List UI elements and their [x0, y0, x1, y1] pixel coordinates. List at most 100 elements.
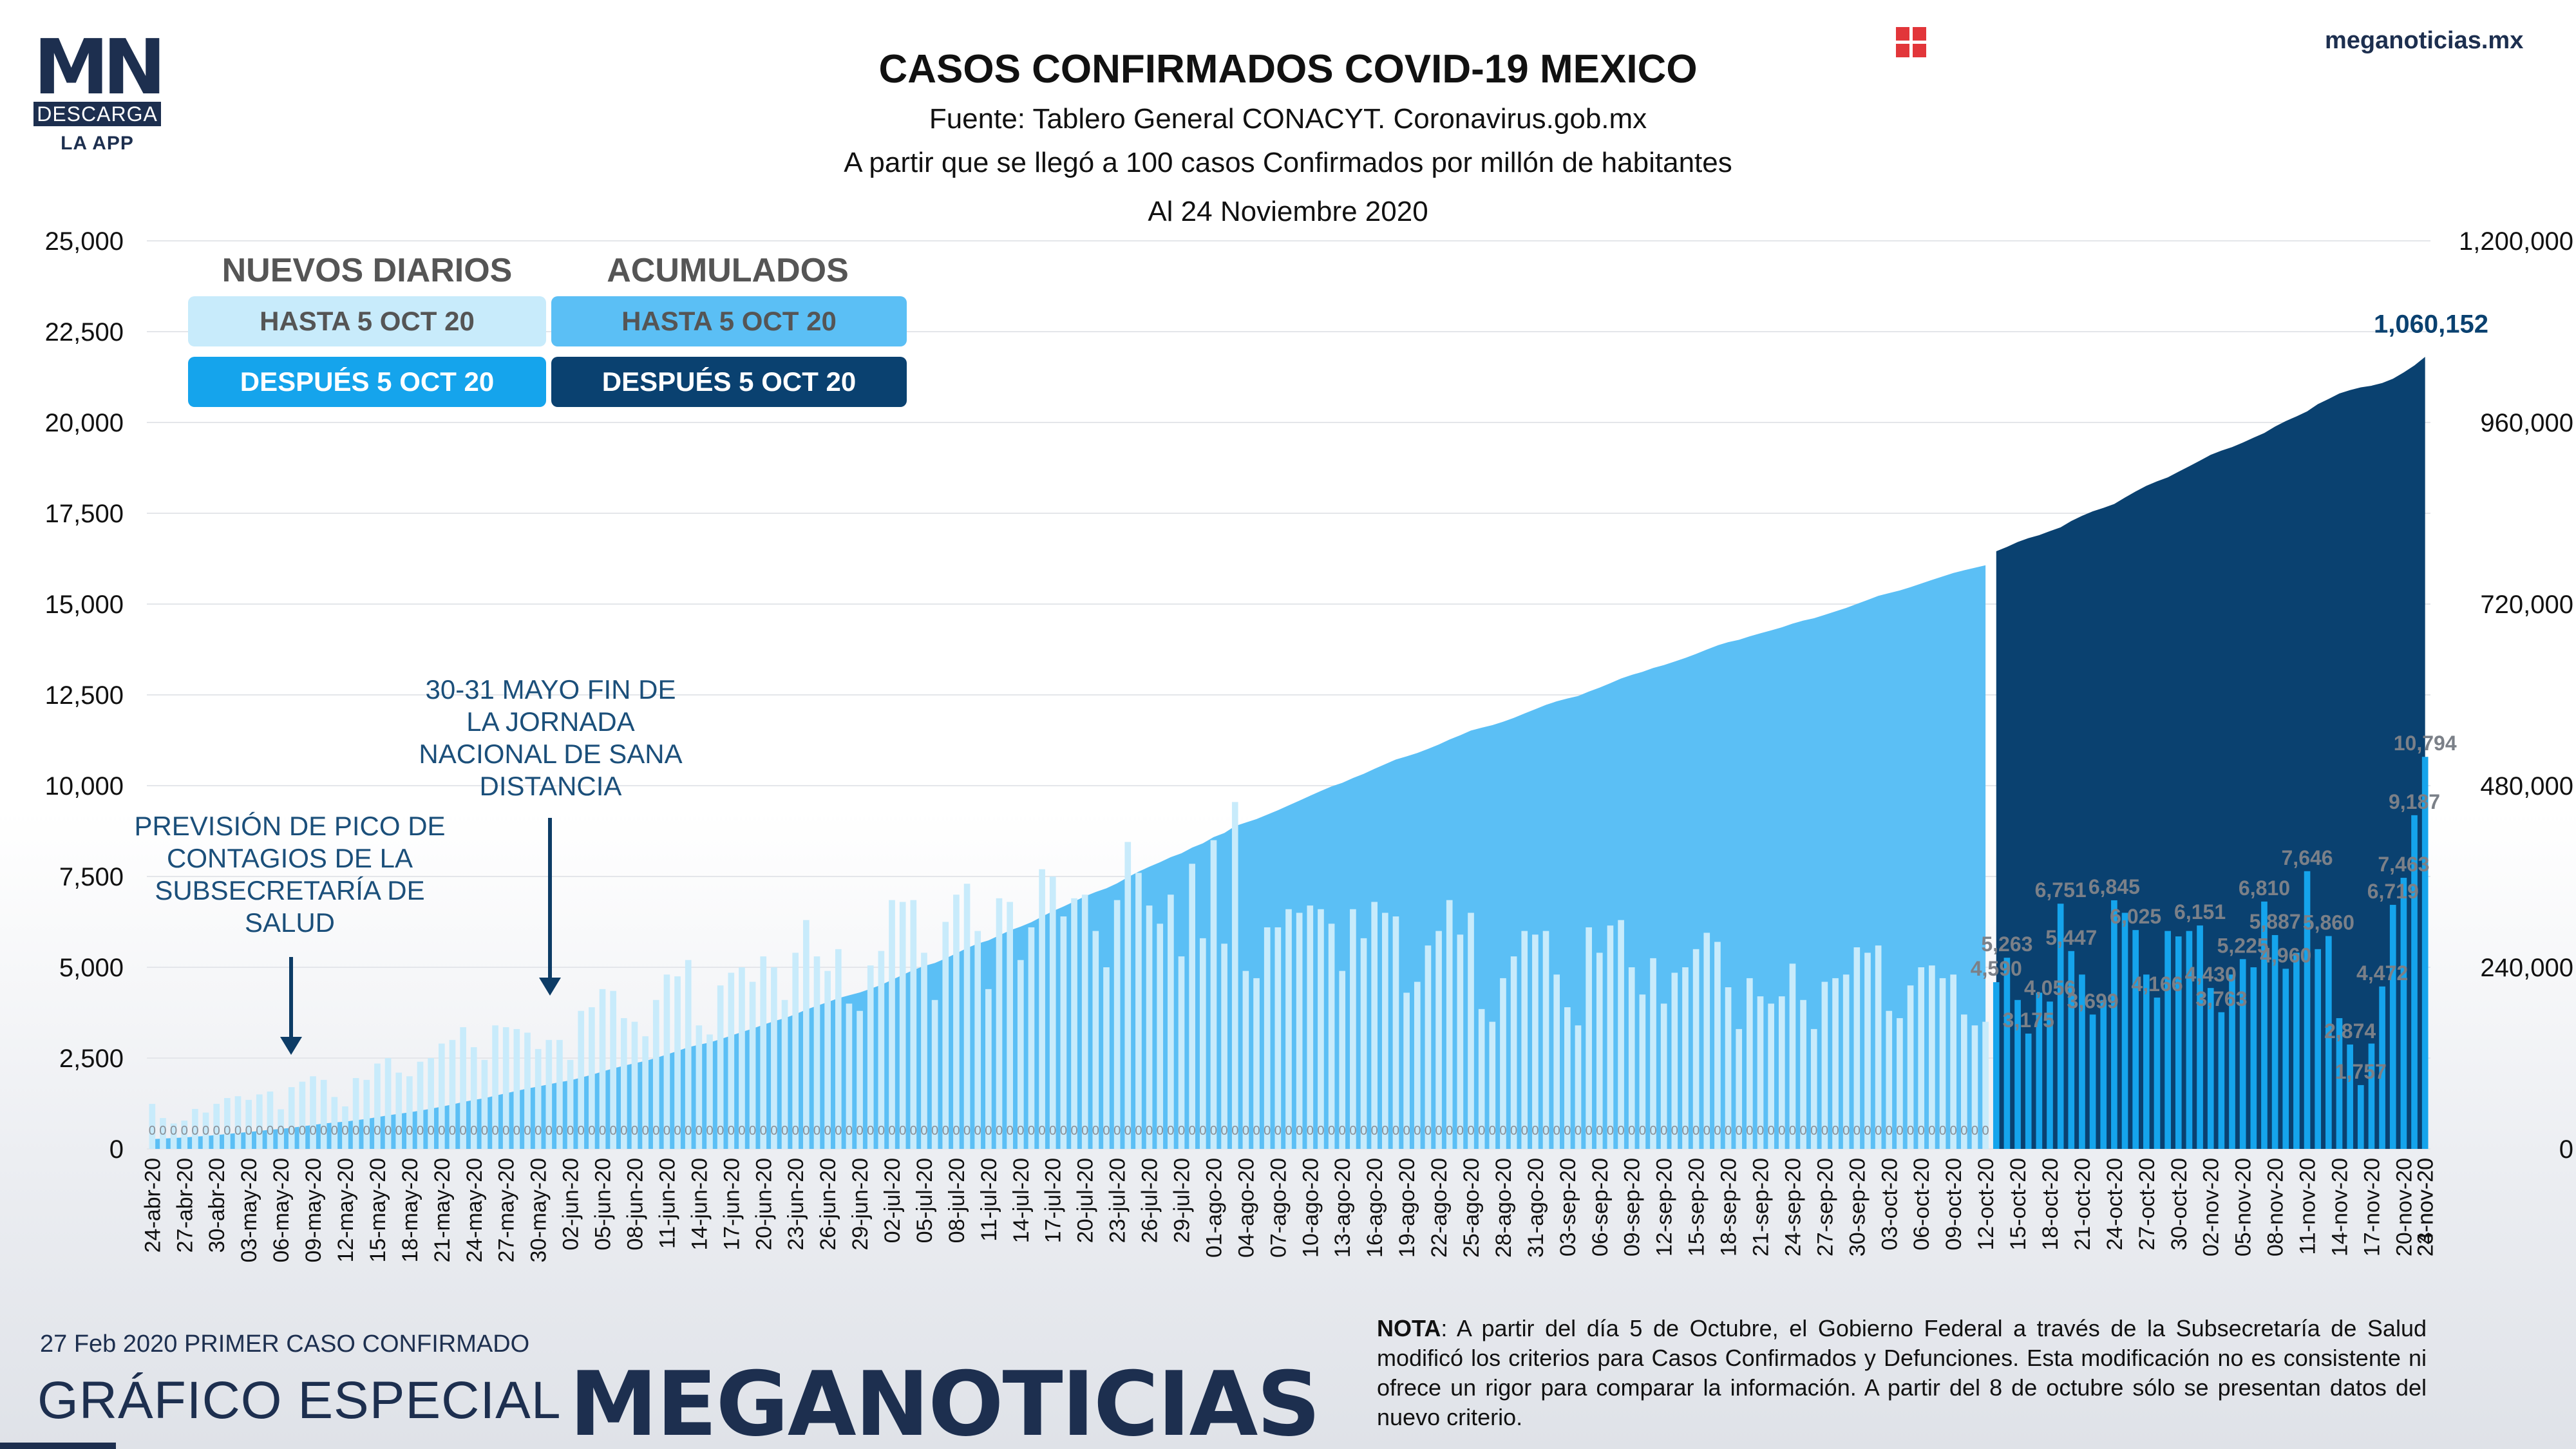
first-case-note: 27 Feb 2020 PRIMER CASO CONFIRMADO — [40, 1331, 530, 1358]
daily-bar-before — [813, 956, 820, 1149]
daily-bar-before — [1468, 913, 1474, 1149]
daily-data-label: 6,719 — [2367, 880, 2419, 903]
daily-bar-before — [438, 1043, 445, 1149]
daily-bar-before — [1960, 1014, 1967, 1149]
daily-bar-before — [363, 1079, 370, 1149]
x-axis-tick-label: 25-ago-20 — [1459, 1158, 1484, 1258]
daily-bar-before — [1296, 913, 1303, 1149]
x-axis-tick-label: 03-oct-20 — [1877, 1158, 1902, 1251]
daily-bar-before — [1124, 842, 1132, 1149]
zero-marker: 0 — [513, 1124, 520, 1138]
x-axis-tick-label: 16-ago-20 — [1363, 1158, 1387, 1258]
daily-bar-before — [1553, 974, 1560, 1149]
zero-marker: 0 — [309, 1124, 316, 1138]
daily-bar-before — [406, 1076, 413, 1149]
daily-data-label: 9,187 — [2389, 790, 2440, 813]
site-link[interactable]: meganoticias.mx — [2325, 27, 2524, 54]
daily-bar-before — [1682, 967, 1689, 1149]
chart-title: CASOS CONFIRMADOS COVID-19 MEXICO — [878, 47, 1698, 91]
zero-marker: 0 — [341, 1124, 348, 1138]
daily-bar-before — [288, 1087, 295, 1149]
zero-marker: 0 — [556, 1124, 563, 1138]
daily-bar-after — [2186, 931, 2193, 1149]
zero-marker: 0 — [1435, 1124, 1443, 1138]
daily-bar-before — [342, 1106, 348, 1149]
zero-marker: 0 — [1542, 1124, 1549, 1138]
zero-marker: 0 — [1425, 1124, 1432, 1138]
x-axis-tick-label: 06-oct-20 — [1909, 1158, 1934, 1251]
zero-marker: 0 — [1575, 1124, 1582, 1138]
daily-bar-before — [1639, 994, 1646, 1149]
daily-bar-before — [867, 965, 874, 1149]
zero-marker: 0 — [149, 1124, 156, 1138]
zero-marker: 0 — [1842, 1124, 1850, 1138]
logo-descarga-label: DESCARGA — [33, 102, 161, 126]
zero-marker: 0 — [1692, 1124, 1700, 1138]
daily-bar-before — [1607, 925, 1614, 1149]
daily-bar-before — [1971, 1025, 1978, 1149]
daily-bar-after — [2143, 974, 2150, 1149]
daily-data-label: 5,447 — [2045, 926, 2097, 949]
daily-bar-after — [2121, 913, 2128, 1149]
daily-bar-after — [2057, 904, 2064, 1149]
logo-la-app-label: LA APP — [61, 133, 134, 154]
daily-bar-after — [2025, 1033, 2032, 1149]
x-axis-tick-label: 05-jun-20 — [591, 1158, 616, 1251]
daily-bar-after — [2347, 1044, 2353, 1149]
x-axis-tick-label: 03-sep-20 — [1556, 1158, 1580, 1256]
zero-marker: 0 — [481, 1124, 488, 1138]
daily-bar-before — [1736, 1028, 1743, 1149]
zero-marker: 0 — [320, 1124, 327, 1138]
daily-bar-after — [2336, 1018, 2343, 1149]
daily-bar-before — [942, 922, 949, 1149]
zero-marker: 0 — [717, 1124, 724, 1138]
daily-bar-before — [1285, 909, 1292, 1149]
daily-data-label: 5,887 — [2249, 910, 2301, 933]
daily-bar-before — [524, 1032, 531, 1149]
x-axis-tick-label: 24-abr-20 — [140, 1158, 165, 1253]
daily-bar-after — [2293, 952, 2300, 1149]
daily-data-label: 4,166 — [2131, 972, 2183, 996]
annotation-peak-arrow-head — [280, 1037, 302, 1055]
zero-marker: 0 — [470, 1124, 477, 1138]
chart-date: Al 24 Noviembre 2020 — [1148, 196, 1428, 227]
meganoticias-brand: MEGANOTICIAS — [569, 1352, 1321, 1449]
daily-bar-before — [1382, 913, 1388, 1149]
daily-bar-before — [1725, 987, 1732, 1149]
zero-marker: 0 — [1457, 1124, 1464, 1138]
daily-bar-before — [1628, 967, 1635, 1149]
daily-bar-before — [1328, 923, 1335, 1149]
zero-marker: 0 — [234, 1124, 242, 1138]
x-axis-tick-label: 05-nov-20 — [2231, 1158, 2256, 1256]
x-axis-tick-label: 06-sep-20 — [1588, 1158, 1613, 1256]
daily-data-label: 7,463 — [2378, 853, 2429, 876]
left-axis-tick-label: 0 — [109, 1135, 124, 1164]
note-text: : A partir del día 5 de Octubre, el Gobi… — [1377, 1315, 2427, 1430]
zero-marker: 0 — [299, 1124, 306, 1138]
daily-bar-before — [685, 960, 692, 1149]
x-axis-tick-label: 17-jul-20 — [1041, 1158, 1066, 1243]
zero-marker: 0 — [213, 1124, 220, 1138]
zero-marker: 0 — [256, 1124, 263, 1138]
daily-bar-before — [170, 1123, 177, 1149]
share-grid-icon[interactable] — [1896, 27, 1927, 58]
zero-marker: 0 — [824, 1124, 831, 1138]
zero-marker: 0 — [417, 1124, 424, 1138]
daily-data-label: 4,472 — [2356, 961, 2408, 985]
x-axis-tick-label: 26-jun-20 — [816, 1158, 840, 1251]
zero-marker: 0 — [1864, 1124, 1871, 1138]
zero-marker: 0 — [1135, 1124, 1142, 1138]
daily-bar-after — [2197, 925, 2203, 1149]
daily-bar-after — [2164, 931, 2171, 1149]
daily-bar-after — [2250, 967, 2257, 1149]
annotation-jornada: 30-31 MAYO FIN DE LA JORNADA NACIONAL DE… — [419, 674, 683, 801]
daily-data-label: 4,960 — [2260, 943, 2311, 967]
x-axis-tick-label: 13-ago-20 — [1331, 1158, 1355, 1258]
zero-marker: 0 — [599, 1124, 606, 1138]
zero-marker: 0 — [985, 1124, 992, 1138]
x-axis-tick-label: 08-nov-20 — [2264, 1158, 2288, 1256]
daily-bar-after — [2111, 900, 2117, 1149]
x-axis-tick-label: 18-may-20 — [398, 1158, 422, 1263]
mn-logo[interactable]: MN DESCARGA — [33, 29, 166, 128]
daily-bar-before — [1189, 864, 1195, 1149]
